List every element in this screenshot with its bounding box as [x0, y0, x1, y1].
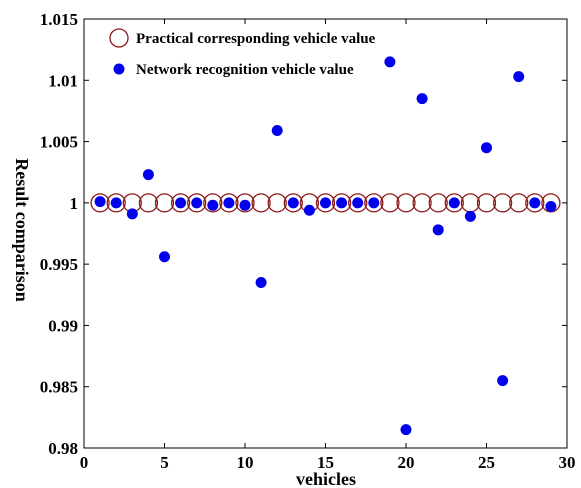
legend-marker-network — [113, 63, 125, 75]
y-tick-label: 1 — [70, 194, 79, 213]
network-point — [126, 208, 138, 220]
practical-point — [187, 193, 207, 213]
y-axis-label: Result comparison — [12, 158, 32, 302]
x-tick-label: 0 — [80, 453, 89, 472]
series-practical-values — [90, 193, 561, 213]
network-point — [336, 197, 348, 209]
network-point — [368, 197, 380, 209]
legend-marker-practical — [109, 28, 129, 48]
legend-label-network: Network recognition vehicle value — [136, 62, 354, 78]
practical-point — [283, 193, 303, 213]
network-point — [207, 199, 219, 211]
practical-point — [348, 193, 368, 213]
network-point — [271, 125, 283, 137]
network-point — [384, 56, 396, 68]
practical-point — [138, 193, 159, 213]
x-tick-label: 30 — [559, 453, 576, 472]
x-tick-label: 5 — [160, 453, 169, 472]
practical-point — [267, 193, 287, 213]
practical-point — [428, 193, 448, 213]
network-point — [464, 210, 476, 222]
practical-point — [154, 193, 175, 213]
network-point — [94, 196, 106, 208]
y-tick-label: 1.015 — [40, 10, 78, 29]
network-point — [448, 197, 460, 209]
y-tick-label: 1.005 — [40, 133, 78, 152]
practical-point — [315, 193, 336, 213]
practical-point — [170, 193, 191, 213]
network-point — [191, 197, 203, 209]
y-tick-label: 0.99 — [48, 316, 78, 335]
practical-point — [203, 193, 223, 213]
y-tick-label: 0.98 — [48, 439, 78, 458]
legend-label-practical: Practical corresponding vehicle value — [136, 31, 376, 47]
network-point — [255, 277, 267, 289]
network-point — [497, 375, 509, 387]
y-tick-label: 1.01 — [48, 71, 78, 90]
network-point — [287, 197, 299, 209]
network-point — [320, 197, 331, 209]
network-point — [142, 169, 154, 181]
practical-point — [509, 193, 529, 213]
practical-point — [525, 193, 545, 213]
network-point — [513, 71, 525, 83]
practical-point — [90, 193, 110, 213]
network-point — [481, 142, 492, 154]
axes-frame — [83, 18, 568, 449]
network-point — [239, 199, 251, 211]
x-tick-label: 20 — [398, 453, 415, 472]
series-network-values — [94, 56, 557, 436]
practical-point — [331, 193, 352, 213]
network-point — [175, 197, 187, 209]
network-point — [352, 197, 364, 209]
x-tick-label: 10 — [237, 453, 254, 472]
practical-point — [106, 193, 126, 213]
x-tick-label: 15 — [317, 453, 334, 472]
practical-point — [444, 193, 464, 213]
practical-point — [460, 193, 481, 213]
practical-point — [492, 193, 513, 213]
y-tick-label: 0.995 — [40, 255, 78, 274]
practical-point — [380, 193, 400, 213]
practical-point — [235, 193, 255, 213]
plot-area-border — [83, 18, 568, 449]
practical-point — [396, 193, 416, 213]
network-point — [303, 204, 315, 216]
network-point — [223, 197, 235, 209]
network-point — [545, 201, 557, 213]
x-tick-label: 25 — [478, 453, 495, 472]
practical-point — [251, 193, 271, 213]
network-point — [159, 251, 170, 263]
legend: Practical corresponding vehicle value Ne… — [109, 28, 376, 78]
y-axis-ticks: 0.98 0.985 0.99 0.995 1 1.005 1.01 1.015 — [40, 10, 567, 458]
network-point — [400, 424, 412, 436]
network-point — [416, 93, 428, 105]
practical-point — [476, 193, 497, 213]
network-point — [529, 197, 541, 209]
x-axis-ticks: 0 5 10 15 20 25 30 — [80, 19, 576, 472]
practical-point — [412, 193, 432, 213]
practical-point — [364, 193, 384, 213]
y-tick-label: 0.985 — [40, 378, 78, 397]
network-point — [432, 224, 444, 236]
practical-point — [219, 193, 239, 213]
x-axis-label: vehicles — [296, 469, 356, 488]
network-point — [110, 197, 122, 209]
